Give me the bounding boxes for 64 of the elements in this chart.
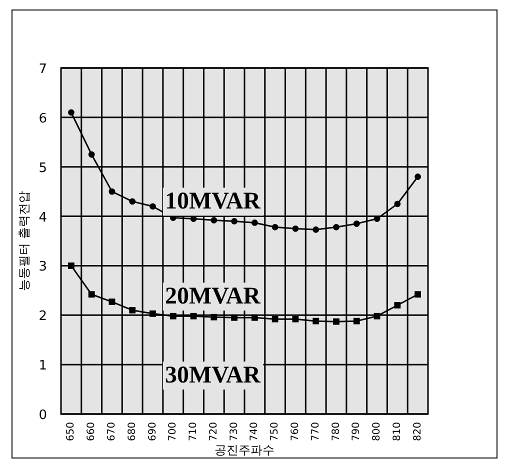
point xyxy=(414,174,422,180)
point xyxy=(333,318,340,325)
y-tick-label: 3 xyxy=(38,260,47,275)
point xyxy=(251,314,258,321)
point xyxy=(312,226,320,233)
point xyxy=(231,314,238,321)
point xyxy=(414,291,422,298)
x-tick-label: 690 xyxy=(147,422,158,442)
x-tick-label: 800 xyxy=(372,422,383,442)
x-tick-label: 740 xyxy=(249,422,260,442)
point xyxy=(292,225,299,232)
point xyxy=(88,291,95,298)
point xyxy=(68,262,74,269)
annotation: 30MVAR xyxy=(164,362,262,389)
point xyxy=(312,318,320,324)
point xyxy=(272,316,278,322)
y-tick-label: 0 xyxy=(38,408,47,423)
point xyxy=(190,312,197,320)
point xyxy=(231,218,238,224)
x-tick-label: 720 xyxy=(208,422,220,442)
point xyxy=(170,312,176,320)
point xyxy=(272,224,278,230)
y-tick-label: 5 xyxy=(38,160,47,176)
y-tick-label: 1 xyxy=(38,358,47,374)
point xyxy=(68,109,74,116)
point xyxy=(129,198,136,205)
point xyxy=(394,302,401,308)
y-tick-label: 6 xyxy=(38,111,47,126)
point xyxy=(108,188,116,195)
point xyxy=(292,316,299,322)
point xyxy=(353,318,360,324)
point xyxy=(150,203,156,210)
x-axis-title: 공진주파수 xyxy=(214,443,274,457)
y-tick-label: 4 xyxy=(38,210,47,226)
point xyxy=(394,200,401,208)
point xyxy=(108,298,116,305)
x-tick-label: 780 xyxy=(330,422,342,442)
point xyxy=(333,224,340,230)
x-tick-label: 810 xyxy=(392,422,403,442)
y-tick-label: 2 xyxy=(38,309,47,324)
point xyxy=(88,151,95,158)
point xyxy=(374,312,380,320)
x-tick-label: 700 xyxy=(168,422,179,442)
series-label: 20MVAR xyxy=(164,284,262,310)
x-tick-label: 770 xyxy=(310,422,322,442)
point xyxy=(210,314,218,320)
point xyxy=(251,220,258,226)
x-tick-label: 680 xyxy=(126,422,138,442)
y-axis-title: 능동필터 출력전압 xyxy=(17,191,31,291)
x-tick-label: 820 xyxy=(412,422,424,442)
point xyxy=(210,217,218,224)
point xyxy=(353,220,360,227)
x-tick-label: 650 xyxy=(66,422,77,442)
point xyxy=(129,307,136,314)
x-tick-label: 710 xyxy=(188,422,200,442)
x-tick-label: 730 xyxy=(228,422,240,442)
x-tick-label: 790 xyxy=(351,422,362,442)
y-tick-label: 7 xyxy=(38,62,47,77)
point xyxy=(150,310,156,317)
x-tick-label: 670 xyxy=(106,422,118,442)
x-tick-label: 760 xyxy=(290,422,301,442)
series-label: 10MVAR xyxy=(164,188,262,215)
x-tick-label: 750 xyxy=(270,422,281,442)
x-tick-label: 660 xyxy=(86,422,98,442)
